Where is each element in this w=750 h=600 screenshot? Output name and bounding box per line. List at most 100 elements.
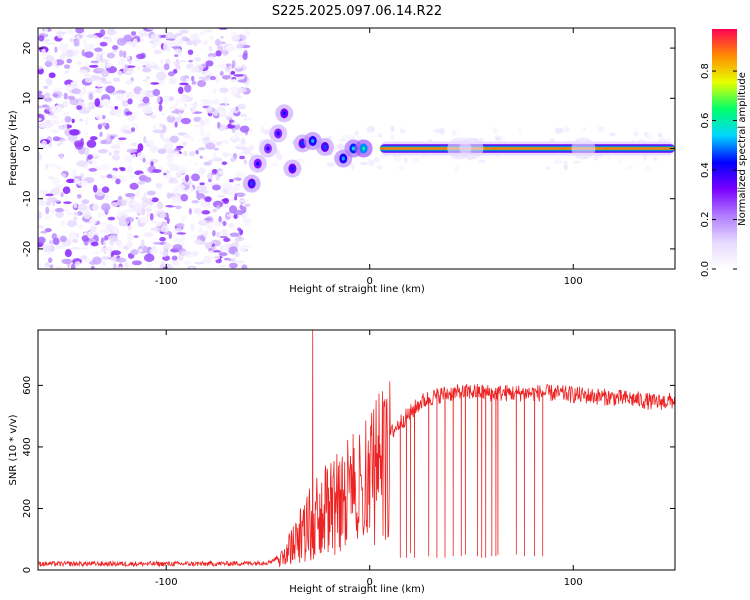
noise-blob bbox=[235, 171, 246, 180]
noise-blob bbox=[100, 139, 107, 145]
noise-blob bbox=[356, 136, 363, 141]
noise-blob bbox=[88, 92, 94, 101]
noise-blob bbox=[116, 113, 126, 118]
noise-blob bbox=[225, 44, 236, 52]
y-tick-label: -20 bbox=[22, 241, 33, 257]
noise-blob bbox=[55, 166, 63, 170]
noise-blob bbox=[205, 75, 211, 79]
noise-blob bbox=[165, 31, 175, 41]
noise-blob bbox=[102, 84, 107, 90]
noise-blob bbox=[231, 257, 236, 263]
noise-blob bbox=[199, 198, 205, 204]
noise-blob bbox=[160, 112, 166, 116]
noise-blob bbox=[326, 162, 336, 167]
noise-blob bbox=[177, 86, 184, 95]
noise-blob bbox=[208, 248, 213, 251]
noise-blob bbox=[230, 138, 241, 142]
noise-blob bbox=[112, 77, 121, 82]
noise-blob bbox=[135, 217, 139, 220]
noise-blob bbox=[116, 211, 123, 218]
noise-blob bbox=[160, 59, 164, 64]
noise-blob bbox=[582, 127, 587, 131]
noise-blob bbox=[89, 64, 99, 68]
noise-blob bbox=[163, 261, 168, 268]
noise-blob bbox=[83, 43, 95, 52]
noise-blob bbox=[351, 165, 355, 171]
noise-blob bbox=[211, 156, 221, 162]
noise-blob bbox=[125, 193, 136, 198]
noise-blob bbox=[180, 215, 187, 222]
noise-blob bbox=[244, 221, 250, 228]
y-tick-label: 0 bbox=[22, 567, 33, 573]
signal-core bbox=[266, 146, 270, 151]
noise-blob bbox=[105, 223, 114, 232]
noise-blob bbox=[275, 149, 280, 156]
noise-blob bbox=[162, 95, 170, 103]
noise-blob bbox=[115, 257, 127, 263]
noise-blob bbox=[73, 38, 80, 47]
signal-core bbox=[282, 111, 286, 116]
noise-blob bbox=[142, 64, 147, 68]
noise-blob bbox=[143, 231, 154, 238]
noise-blob bbox=[228, 262, 238, 269]
noise-blob bbox=[95, 113, 102, 120]
noise-blob bbox=[49, 119, 60, 126]
noise-blob bbox=[174, 200, 180, 204]
noise-blob bbox=[235, 106, 239, 112]
noise-blob bbox=[200, 99, 211, 103]
noise-blob bbox=[177, 107, 186, 111]
noise-blob bbox=[84, 51, 94, 58]
noise-blob bbox=[150, 82, 160, 85]
noise-blob bbox=[234, 183, 241, 187]
noise-blob bbox=[230, 198, 235, 202]
spectrogram-y-axis-label: Frequency (Hz) bbox=[8, 110, 19, 186]
noise-blob bbox=[175, 98, 179, 106]
noise-blob bbox=[126, 240, 133, 249]
signal-core bbox=[323, 144, 327, 149]
noise-blob bbox=[76, 104, 83, 111]
snr-y-ticks: 0 200 400 600 bbox=[22, 376, 675, 573]
noise-blob bbox=[194, 261, 205, 265]
snr-line bbox=[38, 330, 675, 568]
noise-blob bbox=[220, 35, 224, 39]
noise-blob bbox=[112, 45, 119, 51]
noise-blob bbox=[138, 103, 148, 107]
noise-blob bbox=[169, 114, 175, 118]
noise-blob bbox=[242, 52, 248, 61]
noise-blob bbox=[67, 133, 78, 142]
noise-blob bbox=[69, 38, 74, 43]
noise-blob bbox=[235, 64, 242, 69]
noise-blob bbox=[43, 28, 49, 35]
noise-blob bbox=[131, 153, 137, 158]
noise-blob bbox=[81, 235, 90, 242]
noise-blob bbox=[105, 63, 112, 68]
noise-blob bbox=[219, 235, 228, 239]
noise-blob bbox=[162, 43, 171, 52]
noise-blob bbox=[77, 203, 88, 211]
noise-blob bbox=[100, 175, 107, 179]
noise-blob bbox=[149, 145, 160, 153]
noise-blob bbox=[178, 112, 182, 116]
noise-blob bbox=[116, 140, 123, 145]
noise-blob bbox=[228, 201, 232, 206]
noise-blob bbox=[150, 33, 160, 42]
noise-blob bbox=[171, 46, 182, 49]
noise-blob bbox=[155, 182, 163, 189]
noise-blobs bbox=[38, 28, 671, 269]
noise-blob bbox=[413, 157, 420, 162]
noise-blob bbox=[168, 71, 175, 77]
noise-blob bbox=[190, 105, 197, 114]
noise-blob bbox=[180, 117, 192, 125]
y-tick-label: 400 bbox=[22, 437, 33, 456]
noise-blob bbox=[101, 186, 110, 194]
noise-blob bbox=[62, 186, 71, 195]
noise-blob bbox=[58, 43, 69, 50]
noise-blob bbox=[106, 133, 111, 142]
noise-blob bbox=[116, 89, 126, 95]
noise-blob bbox=[38, 65, 43, 70]
x-tick-label: -100 bbox=[155, 276, 178, 287]
noise-blob bbox=[172, 187, 180, 196]
noise-blob bbox=[231, 59, 236, 69]
noise-blob bbox=[207, 159, 213, 164]
noise-blob bbox=[234, 260, 245, 264]
